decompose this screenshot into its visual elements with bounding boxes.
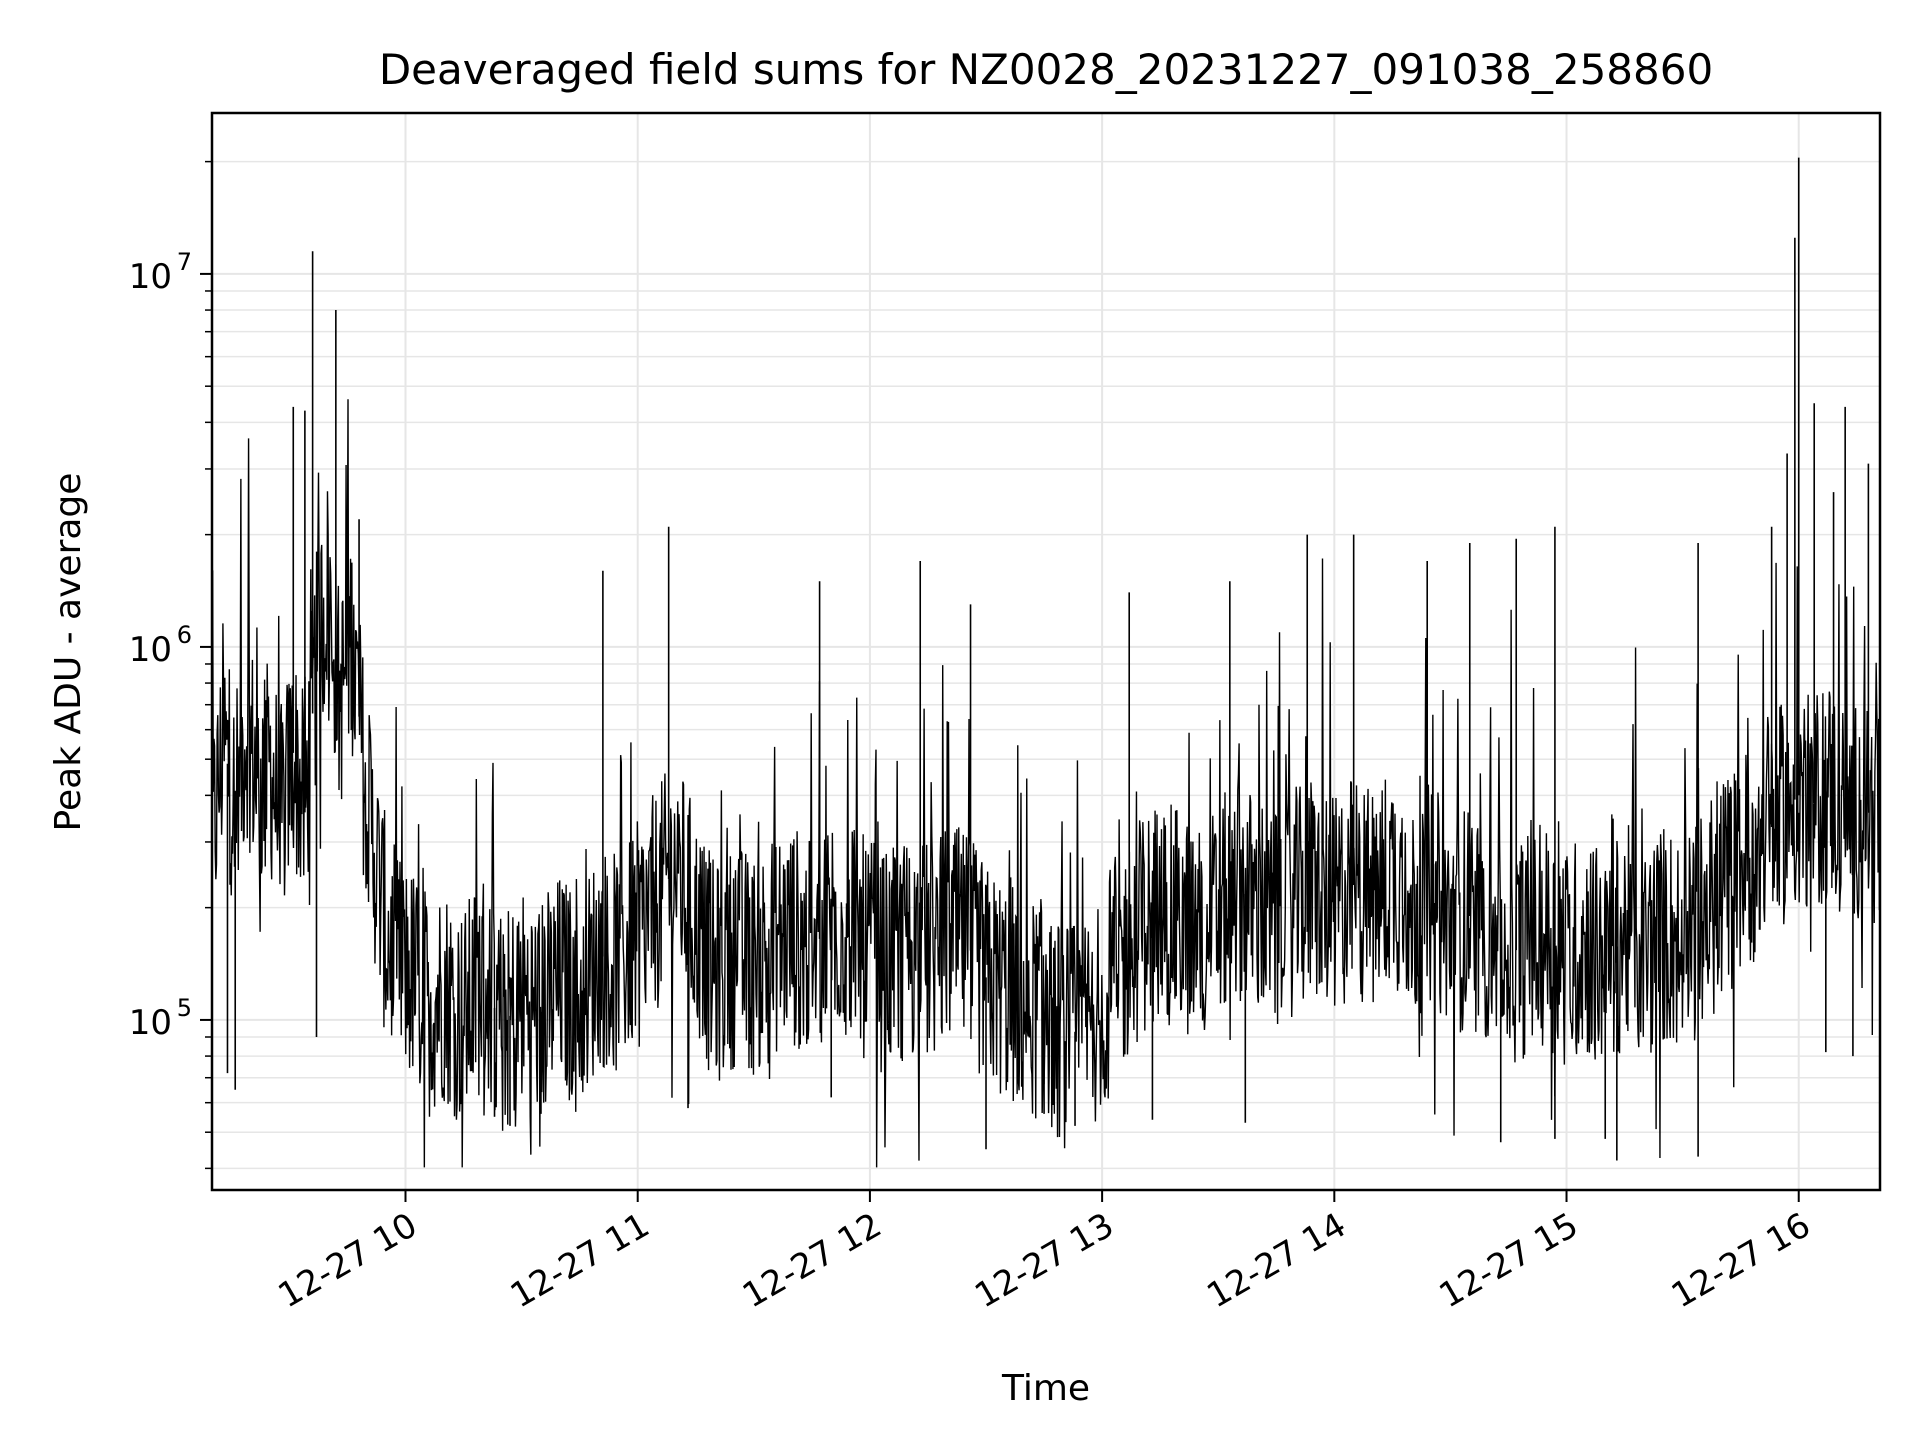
y-tick-base: 10 — [129, 257, 172, 297]
grid-layer — [212, 113, 1880, 1190]
y-tick-exponent: 6 — [177, 621, 192, 649]
y-tick-base: 10 — [129, 1003, 172, 1043]
line-layer — [211, 157, 1881, 1168]
y-axis-label: Peak ADU - average — [48, 473, 89, 832]
y-tick-label: 10 — [129, 257, 172, 297]
y-tick-exponent: 7 — [177, 248, 192, 276]
plot-frame — [210, 111, 1882, 1192]
chart-title: Deaveraged field sums for NZ0028_2023122… — [379, 45, 1713, 94]
y-tick-base: 10 — [129, 630, 172, 670]
y-tick-label: 10 — [129, 1003, 172, 1043]
x-axis-label: Time — [1001, 1368, 1090, 1409]
y-tick-exponent: 5 — [177, 994, 192, 1022]
y-tick-label: 10 — [129, 630, 172, 670]
series-line — [211, 399, 1881, 1168]
